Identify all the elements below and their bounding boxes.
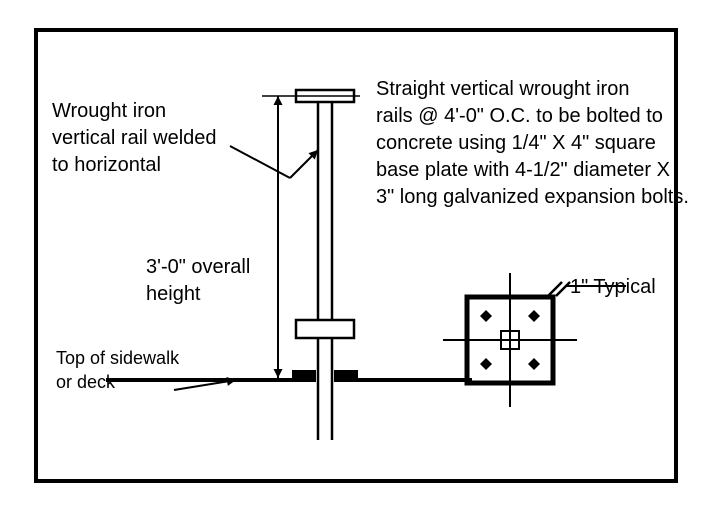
drawing-svg xyxy=(0,0,712,515)
diagram-canvas: Wrought iron vertical rail welded to hor… xyxy=(0,0,712,515)
